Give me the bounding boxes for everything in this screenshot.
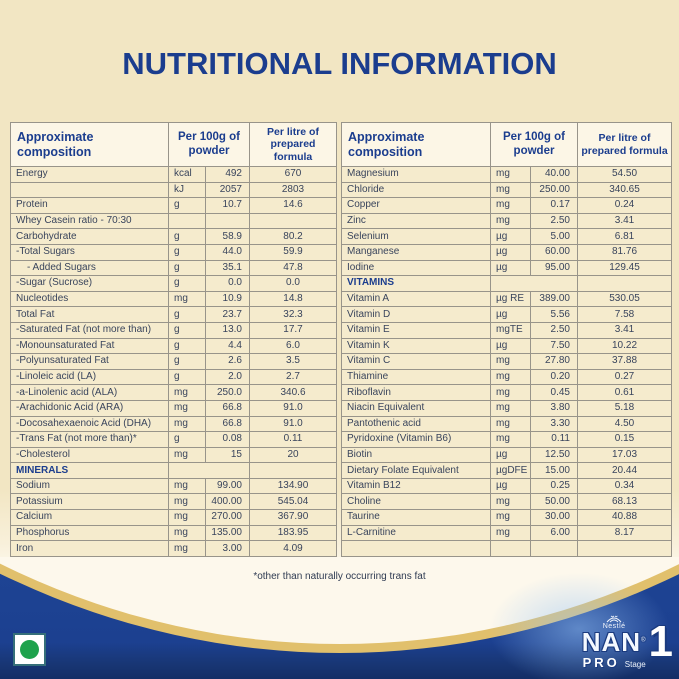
table-row: VITAMINS bbox=[341, 275, 672, 292]
table-row: -Arachidonic Acid (ARA) mg 66.8 91.0 bbox=[10, 399, 337, 417]
table-row: Thiamine mg 0.20 0.27 bbox=[341, 368, 672, 386]
pro-wordmark: PRO bbox=[582, 655, 620, 671]
bottom-brand-band bbox=[0, 557, 679, 679]
table-row: Protein g 10.7 14.6 bbox=[10, 197, 337, 214]
table-row: Carbohydrate g 58.9 80.2 bbox=[10, 228, 337, 245]
nan-wordmark: NAN® bbox=[581, 626, 647, 657]
table-row: Sodium mg 99.00 134.90 bbox=[10, 477, 337, 495]
table-row: Phosphorus mg 135.00 183.95 bbox=[10, 524, 337, 542]
table-row: Calcium mg 270.00 367.90 bbox=[10, 509, 337, 526]
table-row: Vitamin B12 µg 0.25 0.34 bbox=[341, 477, 672, 495]
nest-icon bbox=[606, 615, 622, 623]
column-header-composition: Approximate composition bbox=[341, 122, 491, 167]
table-row: Magnesium mg 40.00 54.50 bbox=[341, 166, 672, 183]
table-row: Iron mg 3.00 4.09 bbox=[10, 540, 337, 557]
trans-fat-footnote: *other than naturally occurring trans fa… bbox=[253, 571, 426, 582]
vegetarian-mark-icon bbox=[13, 633, 46, 666]
table-row: -Docosahexaenoic Acid (DHA) mg 66.8 91.0 bbox=[10, 415, 337, 433]
table-row: Whey Casein ratio - 70:30 bbox=[10, 212, 337, 230]
registered-mark: ® bbox=[641, 637, 647, 643]
table-row: -Polyunsaturated Fat g 2.6 3.5 bbox=[10, 353, 337, 370]
stage-label: Stage bbox=[624, 660, 646, 670]
stage-number: 1 bbox=[648, 617, 673, 667]
table-row: Niacin Equivalent mg 3.80 5.18 bbox=[341, 399, 672, 417]
table-row: MINERALS bbox=[10, 462, 337, 479]
nestle-logo: Nestlé bbox=[603, 614, 626, 630]
table-row: Copper mg 0.17 0.24 bbox=[341, 197, 672, 214]
column-header-per-litre: Per litre of prepared formula bbox=[249, 122, 337, 167]
table-row: Iodine µg 95.00 129.45 bbox=[341, 259, 672, 277]
column-header-per-100g: Per 100g of powder bbox=[168, 122, 250, 167]
table-row: Dietary Folate Equivalent µgDFE 15.00 20.44 bbox=[341, 462, 672, 479]
table-row: -Monounsaturated Fat g 4.4 6.0 bbox=[10, 337, 337, 355]
table-row: Riboflavin mg 0.45 0.61 bbox=[341, 384, 672, 401]
nestle-wordmark: Nestlé bbox=[602, 622, 626, 630]
table-row: - Added Sugars g 35.1 47.8 bbox=[10, 259, 337, 277]
table-row: -Cholesterol mg 15 20 bbox=[10, 446, 337, 464]
page-title: NUTRITIONAL INFORMATION bbox=[122, 46, 557, 81]
table-row: -Total Sugars g 44.0 59.9 bbox=[10, 243, 337, 261]
table-row: Zinc mg 2.50 3.41 bbox=[341, 212, 672, 230]
table-row: Selenium µg 5.00 6.81 bbox=[341, 228, 672, 245]
table-row: Chloride mg 250.00 340.65 bbox=[341, 181, 672, 199]
table-row: Biotin µg 12.50 17.03 bbox=[341, 446, 672, 464]
table-header: Approximate composition Per 100g of powd… bbox=[341, 122, 672, 167]
column-header-composition: Approximate composition bbox=[10, 122, 169, 167]
table-row: Pyridoxine (Vitamin B6) mg 0.11 0.15 bbox=[341, 431, 672, 448]
table-row: Total Fat g 23.7 32.3 bbox=[10, 306, 337, 323]
table-row: Potassium mg 400.00 545.04 bbox=[10, 493, 337, 511]
table-row: L-Carnitine mg 6.00 8.17 bbox=[341, 524, 672, 542]
green-dot-icon bbox=[20, 640, 39, 659]
table-row: Energy kcal 492 670 bbox=[10, 166, 337, 183]
table-row: -Trans Fat (not more than)* g 0.08 0.11 bbox=[10, 431, 337, 448]
table-row: Nucleotides mg 10.9 14.8 bbox=[10, 290, 337, 308]
table-row: Manganese µg 60.00 81.76 bbox=[341, 243, 672, 261]
table-row: Choline mg 50.00 68.13 bbox=[341, 493, 672, 511]
table-header: Approximate composition Per 100g of powd… bbox=[10, 122, 337, 167]
table-row: -Sugar (Sucrose) g 0.0 0.0 bbox=[10, 275, 337, 292]
nutrition-table-left: Approximate composition Per 100g of powd… bbox=[10, 122, 337, 557]
logo-glow-decoration bbox=[459, 557, 679, 679]
column-header-per-litre: Per litre of prepared formula bbox=[577, 122, 672, 167]
column-header-per-100g: Per 100g of powder bbox=[490, 122, 578, 167]
table-row: -a-Linolenic acid (ALA) mg 250.0 340.6 bbox=[10, 384, 337, 401]
table-row: kJ 2057 2803 bbox=[10, 181, 337, 199]
table-row: Taurine mg 30.00 40.88 bbox=[341, 509, 672, 526]
table-row bbox=[341, 540, 672, 557]
table-row: Pantothenic acid mg 3.30 4.50 bbox=[341, 415, 672, 433]
table-row: -Saturated Fat (not more than) g 13.0 17.7 bbox=[10, 321, 337, 339]
nutrition-table-right: Approximate composition Per 100g of powd… bbox=[341, 122, 672, 557]
brand-logo: Nestlé NAN® PRO Stage 1 bbox=[545, 606, 673, 678]
table-row: -Linoleic acid (LA) g 2.0 2.7 bbox=[10, 368, 337, 386]
